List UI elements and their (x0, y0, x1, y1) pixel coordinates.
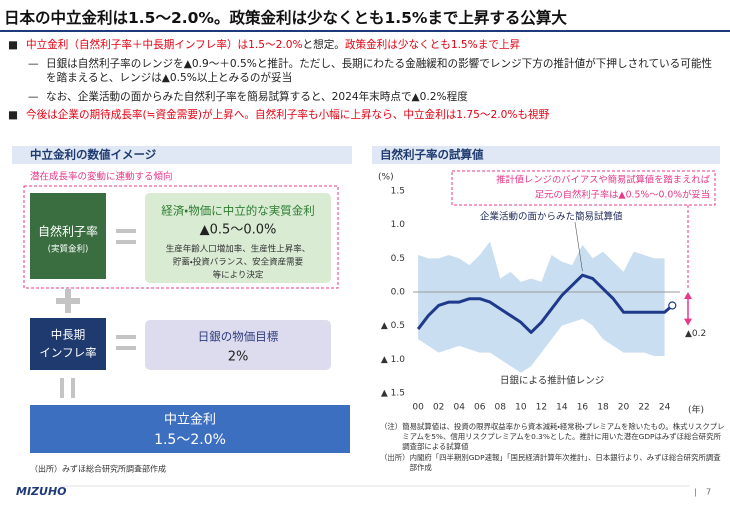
result-value: 1.5～2.0% (154, 432, 226, 448)
target-title: 日銀の物価目標 (198, 330, 279, 344)
x-tick-label: 08 (495, 403, 507, 413)
x-tick-label: 16 (577, 403, 589, 413)
natural-rate-box (30, 193, 106, 279)
annotation-text: 推計値レンジのバイアスや簡易試算値を踏まえれば (496, 174, 711, 186)
natural-rate-desc-box (145, 193, 331, 283)
series-label: 企業活動の面からみた簡易試算値 (480, 211, 623, 223)
desc-line: 等により決定 (213, 270, 264, 281)
note: （注） 簡易試算値は、投資の限界収益率から資本減耗・経常税・プレミアムを除いたもの… (380, 422, 725, 452)
x-tick-label: 18 (597, 403, 609, 413)
y-tick-label: 1.0 (391, 220, 406, 230)
note-text: 簡易試算値は、投資の限界収益率から資本減耗・経常税・プレミアムを除いたもの。株式… (402, 422, 725, 451)
y-tick-label: ▲ 0.5 (381, 321, 405, 331)
bullet-list: ■ 中立金利（自然利子率＋中長期インフレ率）は1.5～2.0%と想定。政策金利は少… (8, 38, 720, 127)
x-tick-label: 10 (515, 403, 527, 413)
heading-band (372, 146, 720, 164)
desc-line: 貯蓄・投資バランス、安全資産需要 (173, 257, 304, 268)
page-separator: | (694, 488, 697, 497)
logo: MIZUHO (16, 485, 67, 498)
x-tick-label: 04 (453, 403, 465, 413)
bullet-marker: ■ (8, 39, 19, 51)
desc-line: 生産年齢人口増加率、生産性上昇率、 (166, 244, 311, 255)
text-run: 日銀は自然利子率のレンジを▲0.9～＋0.5%と推計。ただし、長期にわたる金融緩… (46, 57, 713, 85)
y-tick-label: 1.5 (391, 187, 405, 197)
arrow-head (684, 292, 692, 326)
text-run: なお、企業活動の面からみた自然利子率を簡易試算すると、2024年末時点で▲0.2… (46, 90, 468, 103)
end-label: ▲0.2 (685, 329, 706, 339)
bullet-text: 日銀は自然利子率のレンジを▲0.9～＋0.5%と推計。ただし、長期にわたる金融緩… (46, 57, 720, 86)
x-tick-label: 20 (618, 403, 630, 413)
inflation-title: インフレ率 (39, 346, 96, 360)
note: （出所） 内閣府「四半期別GDP速報」「国民経済計算年次推計」、日本銀行より、みず… (380, 453, 725, 473)
annotation-text: 足元の自然利子率は▲0.5%～0.0%が妥当 (535, 189, 710, 201)
bullet-text: 今後は企業の期待成長率(≒資金需要)が上昇へ。自然利子率も小幅に上昇なら、中立金… (26, 108, 549, 123)
plus-sign (56, 289, 80, 313)
inflation-box (30, 318, 106, 370)
band-area (418, 241, 665, 373)
chart-title: 自然利子率の試算値 (380, 148, 484, 162)
diagram-source: （出所）みずほ総合研究所調査部作成 (30, 464, 166, 474)
bullet: — 日銀は自然利子率のレンジを▲0.9～＋0.5%と推計。ただし、長期にわたる金融… (8, 57, 720, 86)
bullet-marker: ■ (8, 109, 19, 121)
note-label: （注） (380, 422, 403, 431)
text-run: 中立金利（自然利子率＋中長期インフレ率）は1.5～2.0% (26, 39, 303, 51)
label-leader (574, 221, 583, 272)
note-label: （出所） (380, 453, 410, 462)
inflation-title: 中長期 (51, 328, 86, 342)
bullet: — なお、企業活動の面からみた自然利子率を簡易試算すると、2024年末時点で▲0.… (8, 90, 720, 105)
text-run: 今後は企業の期待成長率(≒資金需要)が上昇へ。自然利子率も小幅に上昇なら、中立金… (26, 109, 550, 121)
text-run: と想定。 (302, 39, 345, 51)
x-tick-label: 12 (536, 403, 547, 413)
text-run: 政策金利は少なくとも1.5%まで上昇 (344, 39, 521, 51)
x-tick-label: 22 (638, 403, 649, 413)
target-value: 2% (228, 350, 249, 365)
desc-title: 経済・物価に中立的な実質金利 (161, 204, 314, 218)
bullet: ■ 今後は企業の期待成長率(≒資金需要)が上昇へ。自然利子率も小幅に上昇なら、中立… (8, 108, 720, 123)
y-tick-label: 0.0 (391, 288, 406, 298)
x-tick-label: 06 (474, 403, 486, 413)
diagram-heading: 中立金利の数値イメージ (30, 148, 157, 162)
natural-rate-title: 自然利子率 (38, 224, 98, 239)
bullet-marker: — (28, 57, 39, 70)
y-tick-label: ▲ 1.5 (381, 389, 405, 399)
y-tick-label: ▲ 1.0 (381, 355, 405, 365)
bullet-marker: — (28, 90, 39, 103)
natural-rate-subtitle: (実質金利) (48, 244, 89, 255)
y-unit: (%) (378, 173, 394, 183)
series-line (416, 273, 674, 334)
bullet: ■ 中立金利（自然利子率＋中長期インフレ率）は1.5～2.0%と想定。政策金利は少… (8, 38, 720, 53)
result-box (30, 405, 350, 453)
inflation-desc-box (145, 320, 331, 370)
bracket-label: 潜在成長率の変動に連動する傾向 (30, 171, 173, 183)
x-tick-label: 14 (556, 403, 568, 413)
result-title: 中立金利 (164, 413, 216, 428)
desc-value: ▲0.5～0.0% (200, 223, 277, 238)
page-number: 7 (706, 488, 711, 497)
slide-title: 日本の中立金利は1.5～2.0%。政策金利は少なくとも1.5%まで上昇する公算大 (4, 9, 567, 27)
heading-band (12, 146, 352, 164)
x-tick-label: 02 (433, 403, 444, 413)
end-point (668, 301, 677, 310)
equals-sign (116, 229, 136, 350)
annotation-box (451, 170, 716, 206)
chart-notes: （注） 簡易試算値は、投資の限界収益率から資本減耗・経常税・プレミアムを除いたもの… (380, 422, 725, 474)
bracket-box (23, 185, 339, 289)
x-tick-label: 00 (412, 403, 424, 413)
y-tick-label: 0.5 (391, 254, 405, 264)
x-unit: (年) (688, 404, 704, 416)
band-label: 日銀による推計値レンジ (500, 375, 604, 387)
bullet-text: 中立金利（自然利子率＋中長期インフレ率）は1.5～2.0%と想定。政策金利は少な… (26, 38, 520, 53)
x-tick-label: 24 (659, 403, 671, 413)
title-rule (0, 30, 730, 32)
bullet-text: なお、企業活動の面からみた自然利子率を簡易試算すると、2024年末時点で▲0.2… (46, 90, 468, 105)
note-text: 内閣府「四半期別GDP速報」「国民経済計算年次推計」、日本銀行より、みずほ総合研… (409, 453, 721, 472)
equals-vertical (60, 378, 75, 398)
